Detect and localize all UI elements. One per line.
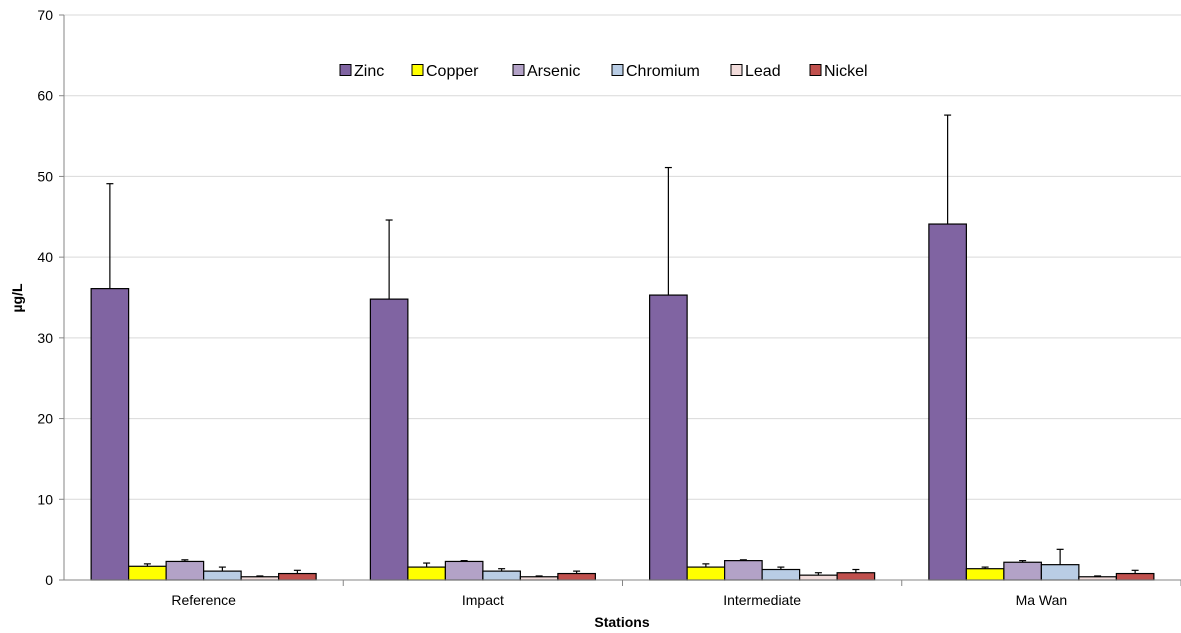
- y-tick-label: 50: [37, 168, 53, 184]
- bar-copper: [965, 568, 1005, 581]
- legend-swatch-zinc: [339, 64, 352, 76]
- legend-swatch-copper: [411, 64, 424, 76]
- gridlines: [64, 14, 1181, 500]
- legend-label-lead: Lead: [745, 63, 781, 80]
- bars-layer: [90, 223, 1155, 581]
- y-tick-label: 20: [37, 411, 53, 427]
- y-tick-label: 40: [37, 249, 53, 265]
- legend: Zinc Copper Arsenic Chromium Lead Nickel: [339, 63, 868, 80]
- legend-label-copper: Copper: [426, 63, 479, 80]
- error-bars-layer: [106, 114, 1139, 577]
- y-tick-label: 60: [37, 88, 53, 104]
- bar-copper: [686, 566, 726, 581]
- legend-swatch-arsenic: [512, 64, 525, 76]
- x-tick-label: Ma Wan: [1016, 592, 1068, 608]
- bar-chromium: [1040, 564, 1080, 581]
- bar-chromium: [203, 570, 242, 581]
- x-tick-label: Impact: [462, 592, 504, 608]
- bar-nickel: [836, 572, 876, 581]
- x-tick-label: Intermediate: [723, 592, 801, 608]
- legend-label-arsenic: Arsenic: [527, 63, 580, 80]
- bar-nickel: [557, 572, 596, 581]
- bar-zinc: [928, 223, 967, 581]
- y-tick-label: 10: [37, 491, 53, 507]
- y-axis-title: µg/L: [9, 283, 25, 313]
- bar-arsenic: [444, 560, 484, 581]
- legend-swatch-nickel: [809, 64, 822, 76]
- bar-nickel: [278, 572, 317, 581]
- bar-arsenic: [724, 560, 763, 581]
- legend-swatch-chromium: [611, 64, 624, 76]
- bar-zinc: [649, 294, 688, 581]
- legend-label-zinc: Zinc: [354, 63, 384, 80]
- bar-lead: [799, 574, 838, 581]
- x-tick-label: Reference: [171, 592, 236, 608]
- bar-nickel: [1115, 572, 1155, 581]
- bar-arsenic: [165, 560, 205, 581]
- bar-arsenic: [1003, 561, 1042, 581]
- bar-chromium: [482, 570, 521, 581]
- bar-zinc: [369, 298, 409, 581]
- y-tick-label: 30: [37, 330, 53, 346]
- x-tick-labels: Reference Impact Intermediate Ma Wan: [171, 592, 1067, 608]
- bar-zinc: [90, 288, 130, 581]
- y-tick-label: 0: [45, 572, 53, 588]
- axes: [59, 14, 1181, 586]
- bar-copper: [128, 565, 167, 581]
- x-axis-title: Stations: [594, 614, 649, 630]
- legend-label-chromium: Chromium: [626, 63, 700, 80]
- legend-label-nickel: Nickel: [824, 63, 868, 80]
- y-tick-labels: 0 10 20 30 40 50 60 70: [37, 7, 53, 588]
- bar-copper: [407, 566, 446, 581]
- legend-swatch-lead: [730, 64, 743, 76]
- bar-chromium: [761, 568, 801, 581]
- y-tick-label: 70: [37, 7, 53, 23]
